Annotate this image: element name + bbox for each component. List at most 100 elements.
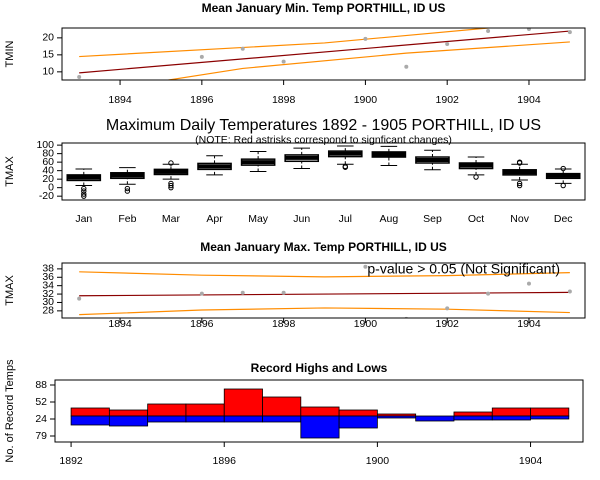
bar <box>453 411 493 417</box>
bar <box>108 415 149 427</box>
point <box>281 290 286 295</box>
point <box>445 41 450 46</box>
y-tick-label: -20 <box>39 190 54 202</box>
x-tick-label: 1900 <box>354 318 378 330</box>
bar <box>338 409 378 417</box>
plot-area <box>77 28 572 80</box>
outlier <box>124 185 131 192</box>
bar <box>70 415 110 426</box>
bar <box>108 409 149 417</box>
outlier <box>516 182 523 189</box>
bar <box>491 415 531 421</box>
trend-line <box>79 271 570 278</box>
x-tick-label: 1892 <box>59 455 83 467</box>
bar <box>223 388 263 417</box>
outlier <box>81 188 87 194</box>
point <box>363 264 368 269</box>
y-tick-label: 24 <box>35 413 47 425</box>
x-tick-label: 1902 <box>436 318 460 330</box>
point <box>567 289 572 294</box>
x-tick-label: 1896 <box>213 455 237 467</box>
point <box>240 46 245 51</box>
chart-title: Mean January Max. Temp PORTHILL, ID US <box>200 240 447 254</box>
x-tick-label: Feb <box>118 213 136 225</box>
outlier <box>560 182 566 189</box>
y-tick-label: 32 <box>42 288 54 300</box>
bar <box>415 415 455 422</box>
y-axis-label: TMAX <box>4 156 16 187</box>
x-tick-label: 1904 <box>517 94 541 106</box>
plot-frame <box>54 379 584 443</box>
bar <box>376 415 417 419</box>
point <box>199 54 204 59</box>
point <box>404 316 409 318</box>
annotation: p-value > 0.05 (Not Significant) <box>367 261 560 277</box>
outlier <box>516 180 523 187</box>
outlier <box>81 193 87 199</box>
x-tick-label: Mar <box>162 213 181 225</box>
bar <box>70 407 110 417</box>
point <box>567 30 572 35</box>
y-tick-label: 28 <box>42 305 54 317</box>
point <box>281 59 286 64</box>
bar <box>185 403 225 417</box>
chart-subtitle: (NOTE: Red astrisks correspond to signfi… <box>195 134 452 146</box>
bar <box>530 407 570 417</box>
bar <box>300 406 340 417</box>
plot-frame <box>61 27 586 81</box>
trend-line <box>79 28 495 58</box>
point <box>199 291 204 296</box>
point <box>526 281 531 286</box>
y-axis-label: No. of Record Temps <box>4 359 16 463</box>
bar <box>262 396 302 417</box>
bar <box>147 415 187 423</box>
x-tick-label: Apr <box>206 213 223 225</box>
y-axis-label: TMAX <box>4 275 16 306</box>
y-tick-label: 80 <box>42 147 54 159</box>
x-tick-label: 1898 <box>272 94 296 106</box>
outlier <box>168 160 174 166</box>
y-tick-label: 15 <box>42 49 54 61</box>
point <box>526 28 531 32</box>
y-tick-label: 36 <box>42 271 54 283</box>
y-tick-label: 20 <box>42 32 54 44</box>
point <box>77 296 82 301</box>
bar <box>530 415 570 420</box>
x-tick-label: 1896 <box>190 94 214 106</box>
x-tick-label: Sep <box>423 213 442 225</box>
y-tick-label: 79 <box>35 430 47 442</box>
point <box>240 290 245 295</box>
x-tick-label: May <box>248 213 269 225</box>
y-tick-label: 20 <box>42 173 54 185</box>
point <box>363 36 368 41</box>
x-tick-label: 1900 <box>366 455 390 467</box>
point <box>404 64 409 69</box>
outlier <box>168 180 174 187</box>
trend-line <box>79 307 570 316</box>
chart-title: Mean January Min. Temp PORTHILL, ID US <box>202 1 446 15</box>
bar <box>453 415 493 421</box>
plot-frame <box>61 262 586 319</box>
point <box>77 74 82 79</box>
x-tick-label: 1902 <box>436 94 460 106</box>
bar <box>262 415 302 423</box>
x-tick-label: 1896 <box>190 318 214 330</box>
outlier <box>473 174 479 180</box>
bar <box>223 415 263 423</box>
point <box>486 29 491 34</box>
x-tick-label: Jun <box>293 213 310 225</box>
y-axis-label: TMIN <box>4 41 16 68</box>
trend-line <box>79 291 570 297</box>
outlier <box>168 182 174 189</box>
x-tick-label: 1900 <box>354 94 378 106</box>
plot-area <box>77 264 572 318</box>
plot-area <box>70 388 570 439</box>
x-tick-label: Oct <box>468 213 484 225</box>
y-tick-label: 40 <box>42 164 54 176</box>
y-tick-label: 30 <box>42 296 54 308</box>
bar <box>300 415 340 439</box>
trend-line <box>79 30 570 74</box>
x-tick-label: 1904 <box>517 318 541 330</box>
trend-line <box>164 41 570 80</box>
